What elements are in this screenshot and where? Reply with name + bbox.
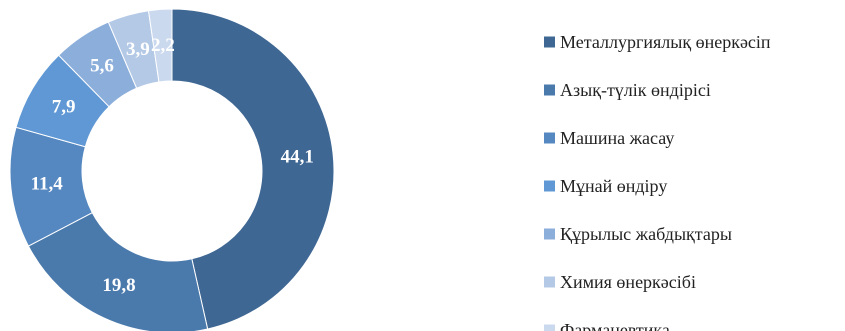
legend-swatch <box>544 36 555 48</box>
legend-label: Фармацевтика <box>560 320 670 331</box>
legend: Металлургиялық өнеркәсіп Азық-түлік өндір… <box>544 32 771 331</box>
legend-swatch <box>544 180 555 192</box>
legend-swatch <box>544 132 555 144</box>
slice-value-label: 11,4 <box>31 174 64 195</box>
slice-value-label: 2,2 <box>151 35 175 56</box>
legend-label: Құрылыс жабдықтары <box>560 224 732 244</box>
legend-label: Мұнай өндіру <box>560 176 667 196</box>
slice-value-label: 7,9 <box>52 96 76 117</box>
legend-swatch <box>544 84 555 96</box>
legend-label: Металлургиялық өнеркәсіп <box>560 32 771 52</box>
slice-value-label: 3,9 <box>126 39 150 60</box>
legend-swatch <box>544 324 555 331</box>
legend-swatch <box>544 228 555 240</box>
slice-value-label: 5,6 <box>90 56 114 77</box>
donut-slices <box>9 8 335 331</box>
slice-labels: 44,1 19,8 11,4 7,9 5,6 3,9 2,2 <box>31 35 314 296</box>
donut-slice <box>147 8 173 83</box>
legend-label: Азық-түлік өндірісі <box>560 80 711 100</box>
slice-value-label: 19,8 <box>102 275 135 296</box>
donut-slice <box>27 212 209 331</box>
legend-swatch <box>544 276 555 288</box>
slice-value-label: 44,1 <box>281 147 314 168</box>
legend-label: Машина жасау <box>560 128 674 148</box>
legend-label: Химия өнеркәсібі <box>560 272 696 292</box>
donut-slice <box>171 8 335 330</box>
